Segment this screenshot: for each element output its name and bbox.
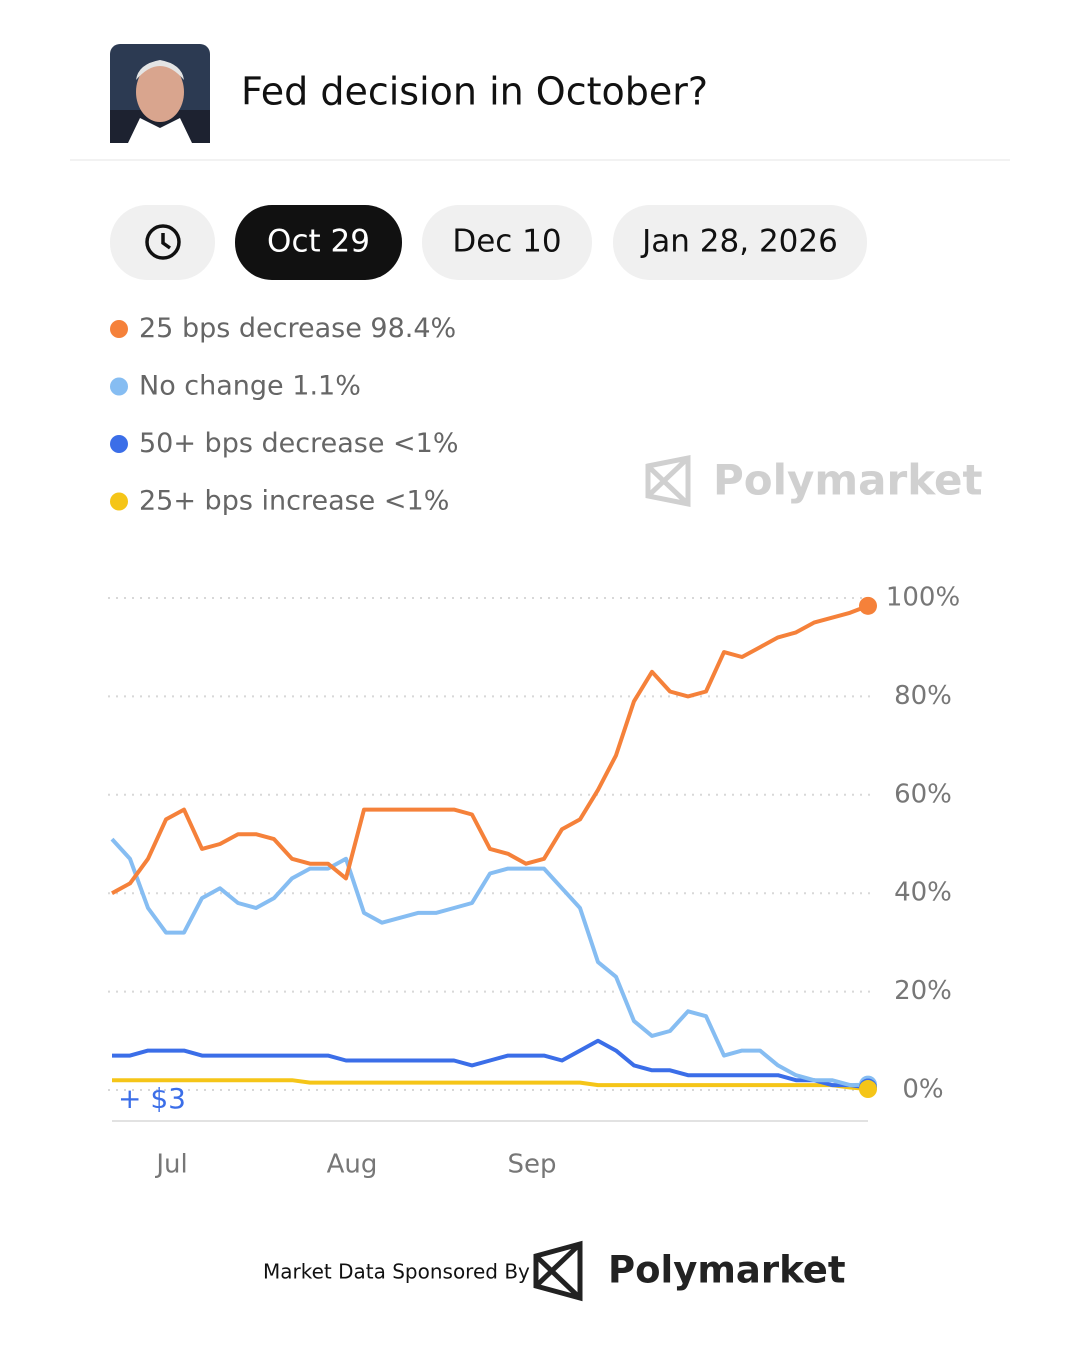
series-line [112,1038,869,1090]
tab-background [422,205,592,280]
legend-dot [110,377,128,396]
legend-name: 50+ bps decrease [139,428,384,459]
tab[interactable]: Oct 29 [235,205,402,280]
legend-dot [110,320,128,338]
tab-label: Dec 10 [452,224,561,260]
legend-name: 25+ bps increase [139,485,375,516]
legend-label: 25+ bps increase <1% [139,485,449,516]
legend-dot [110,492,128,511]
x-tick-label: Jul [154,1150,187,1180]
end-dot [859,596,877,615]
annotation: + $3 [118,1082,186,1115]
legend-label: 25 bps decrease 98.4% [139,313,456,344]
avatar [110,44,210,143]
tab[interactable]: Jan 28, 2026 [613,205,867,280]
watermark-text: Polymarket [713,456,983,505]
chart: 0% 20% 40% 60% 80% 100% Jul Aug Sep + $3 [108,583,960,1180]
legend-label: 50+ bps decrease <1% [139,428,459,459]
y-tick-label: 0% [902,1075,943,1105]
legend-name: No change [139,370,284,401]
legend-value: 1.1% [292,370,361,401]
footer-brand: Polymarket [608,1249,846,1292]
history-button[interactable] [110,205,215,280]
series-line [110,837,869,1088]
end-dot [859,1080,877,1099]
tab-background [235,205,402,280]
legend-value: 98.4% [370,313,456,344]
y-tick-label: 100% [886,583,960,613]
footer-text: Market Data Sponsored By [263,1260,530,1284]
footer-logo [533,1240,583,1302]
legend-value: <1% [393,428,458,459]
x-tick-label: Aug [327,1150,378,1180]
tab-background [613,205,867,280]
legend-name: 25 bps decrease [139,313,362,344]
title: Fed decision in October? [241,70,708,114]
y-tick-label: 40% [894,878,952,908]
legend-value: <1% [384,485,449,516]
y-tick-label: 60% [894,779,952,809]
tabs: Oct 29 Dec 10 Jan 28, 2026 [235,205,867,280]
series-line [112,1078,869,1091]
tab-label: Jan 28, 2026 [640,224,838,260]
tab[interactable]: Dec 10 [422,205,592,280]
legend-dot [110,435,128,453]
x-tick-label: Sep [507,1150,556,1180]
y-tick-label: 80% [894,681,952,711]
series-line [111,604,869,895]
tab-label: Oct 29 [267,224,370,260]
legend-label: No change 1.1% [139,370,361,401]
legend: 25 bps decrease 98.4% No change 1.1% 50+ b… [110,313,459,516]
watermark: Polymarket [645,454,983,508]
y-tick-label: 20% [894,976,952,1006]
